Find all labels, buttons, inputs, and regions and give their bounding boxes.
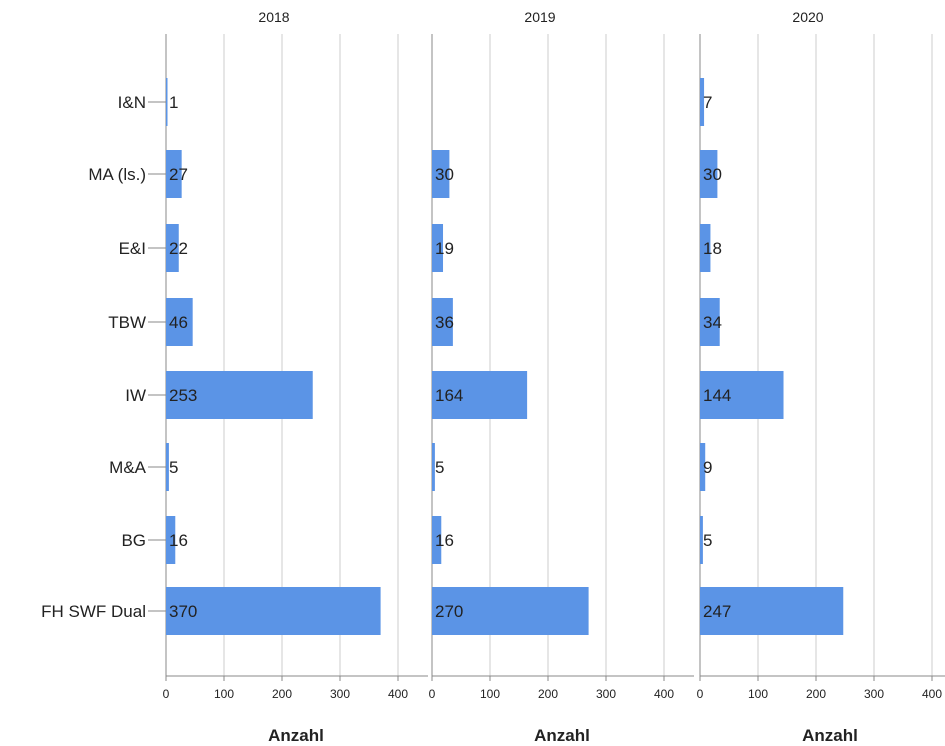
bar-value-label: 5 [703, 531, 712, 550]
bar [432, 298, 453, 346]
bar [166, 516, 176, 564]
bar-value-label: 5 [169, 458, 178, 477]
bar-value-label: 22 [169, 239, 188, 258]
category-label: MA (ls.) [88, 165, 146, 184]
bar [166, 298, 193, 346]
bar [166, 78, 168, 126]
bar-value-label: 19 [435, 239, 454, 258]
bar [432, 150, 450, 198]
category-label: TBW [108, 313, 146, 332]
bar-value-label: 30 [435, 165, 454, 184]
bar-value-label: 247 [703, 602, 731, 621]
bar [700, 150, 718, 198]
x-tick-label: 0 [697, 687, 704, 701]
bar [166, 443, 169, 491]
bar-value-label: 5 [435, 458, 444, 477]
x-tick-label: 0 [163, 687, 170, 701]
x-tick-label: 200 [538, 687, 558, 701]
bar [166, 587, 381, 635]
bar-value-label: 46 [169, 313, 188, 332]
bar-value-label: 16 [435, 531, 454, 550]
bar [432, 371, 528, 419]
x-tick-label: 100 [480, 687, 500, 701]
bar-value-label: 16 [169, 531, 188, 550]
category-label: IW [125, 386, 146, 405]
bar-value-label: 27 [169, 165, 188, 184]
panel-title: 2020 [792, 9, 823, 25]
x-tick-label: 200 [272, 687, 292, 701]
x-axis-title: Anzahl [802, 726, 858, 745]
bar-value-label: 7 [703, 93, 712, 112]
x-tick-label: 300 [330, 687, 350, 701]
bar [166, 371, 313, 419]
x-tick-label: 100 [214, 687, 234, 701]
bar [432, 443, 435, 491]
bar-value-label: 253 [169, 386, 197, 405]
x-tick-label: 200 [806, 687, 826, 701]
x-tick-label: 300 [864, 687, 884, 701]
x-axis-title: Anzahl [268, 726, 324, 745]
bar [700, 224, 711, 272]
bar-value-label: 1 [169, 93, 178, 112]
bar-value-label: 18 [703, 239, 722, 258]
bar-value-label: 9 [703, 458, 712, 477]
bar-value-label: 270 [435, 602, 463, 621]
x-tick-label: 400 [388, 687, 408, 701]
bar [166, 224, 179, 272]
x-tick-label: 100 [748, 687, 768, 701]
category-label: I&N [118, 93, 146, 112]
x-tick-label: 300 [596, 687, 616, 701]
x-tick-label: 0 [429, 687, 436, 701]
bar-value-label: 144 [703, 386, 731, 405]
bar-value-label: 36 [435, 313, 454, 332]
bar-value-label: 30 [703, 165, 722, 184]
bar [700, 371, 784, 419]
bar [700, 443, 706, 491]
x-tick-label: 400 [922, 687, 942, 701]
bar [432, 587, 589, 635]
category-label: FH SWF Dual [41, 602, 146, 621]
bar [700, 298, 720, 346]
category-label: M&A [109, 458, 147, 477]
bar-value-label: 370 [169, 602, 197, 621]
category-label: BG [121, 531, 146, 550]
bar [432, 516, 442, 564]
bar-value-label: 34 [703, 313, 722, 332]
panel-title: 2019 [524, 9, 555, 25]
panel-title: 2018 [258, 9, 289, 25]
bar-value-label: 164 [435, 386, 463, 405]
bar [700, 78, 705, 126]
category-label: E&I [119, 239, 146, 258]
bar [700, 587, 844, 635]
x-axis-title: Anzahl [534, 726, 590, 745]
bar [700, 516, 703, 564]
x-tick-label: 400 [654, 687, 674, 701]
bar [432, 224, 444, 272]
bar [166, 150, 182, 198]
